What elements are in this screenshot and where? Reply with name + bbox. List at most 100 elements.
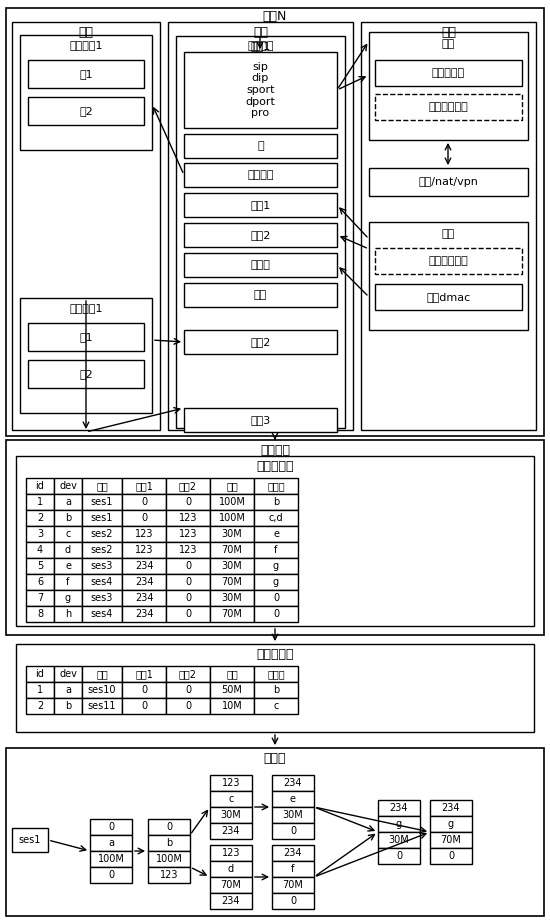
- Text: e: e: [65, 561, 71, 571]
- Bar: [210, 478, 254, 494]
- Text: 30M: 30M: [222, 529, 243, 539]
- Bar: [122, 494, 166, 510]
- Bar: [254, 606, 298, 622]
- Bar: [430, 848, 472, 864]
- Bar: [90, 835, 132, 851]
- Text: 234: 234: [135, 561, 153, 571]
- Text: ses1: ses1: [91, 497, 113, 507]
- Bar: [26, 558, 54, 574]
- Text: 全部会话: 全部会话: [248, 41, 274, 51]
- Text: c: c: [65, 529, 71, 539]
- Text: 234: 234: [442, 803, 460, 813]
- Text: 30M: 30M: [283, 810, 304, 820]
- Bar: [82, 606, 122, 622]
- Text: 会话: 会话: [253, 26, 268, 39]
- Text: 100M: 100M: [156, 854, 183, 864]
- Bar: [54, 574, 82, 590]
- Text: 0: 0: [141, 497, 147, 507]
- Bar: [210, 877, 252, 893]
- Bar: [122, 558, 166, 574]
- Bar: [28, 97, 144, 125]
- Text: 活动会话1: 活动会话1: [69, 303, 103, 313]
- Bar: [26, 478, 54, 494]
- Text: 30M: 30M: [221, 810, 241, 820]
- Bar: [375, 94, 522, 120]
- Bar: [254, 682, 298, 698]
- Bar: [20, 298, 152, 413]
- Text: ses1: ses1: [91, 513, 113, 523]
- Bar: [254, 558, 298, 574]
- Bar: [430, 816, 472, 832]
- Text: 路由/nat/vpn: 路由/nat/vpn: [419, 177, 478, 187]
- Text: 1: 1: [37, 685, 43, 695]
- Bar: [272, 893, 314, 909]
- Text: dev: dev: [59, 481, 77, 491]
- Text: 提取dmac: 提取dmac: [426, 292, 471, 302]
- Text: ses10: ses10: [88, 685, 116, 695]
- Text: 2: 2: [37, 701, 43, 711]
- Bar: [26, 590, 54, 606]
- Bar: [82, 558, 122, 574]
- Bar: [122, 590, 166, 606]
- Text: 70M: 70M: [221, 880, 241, 890]
- Bar: [369, 222, 528, 330]
- Text: 点2: 点2: [79, 106, 93, 116]
- Bar: [272, 877, 314, 893]
- Bar: [272, 823, 314, 839]
- Bar: [184, 408, 337, 432]
- Text: 3: 3: [37, 529, 43, 539]
- Bar: [430, 800, 472, 816]
- Bar: [184, 223, 337, 247]
- Text: 0: 0: [273, 593, 279, 603]
- Text: d: d: [65, 545, 71, 555]
- Bar: [82, 494, 122, 510]
- Text: 点2: 点2: [79, 369, 93, 379]
- Bar: [166, 666, 210, 682]
- Text: 0: 0: [141, 513, 147, 523]
- Bar: [378, 800, 420, 816]
- Text: 234: 234: [135, 593, 153, 603]
- Bar: [166, 542, 210, 558]
- Bar: [184, 134, 337, 158]
- Bar: [210, 574, 254, 590]
- Text: f: f: [274, 545, 278, 555]
- Text: 点1: 点1: [79, 69, 93, 79]
- Bar: [184, 163, 337, 187]
- Text: 234: 234: [222, 896, 240, 906]
- Bar: [430, 832, 472, 848]
- Bar: [54, 682, 82, 698]
- Text: 会话1: 会话1: [250, 41, 271, 51]
- Bar: [26, 698, 54, 714]
- Bar: [210, 510, 254, 526]
- Bar: [166, 574, 210, 590]
- Text: 234: 234: [284, 848, 302, 858]
- Text: 会话2: 会话2: [250, 337, 271, 347]
- Bar: [26, 542, 54, 558]
- Text: 123: 123: [222, 848, 240, 858]
- Text: ses11: ses11: [88, 701, 116, 711]
- Text: 接收: 接收: [442, 39, 455, 49]
- Bar: [166, 558, 210, 574]
- Text: e: e: [290, 794, 296, 804]
- Bar: [272, 775, 314, 791]
- Text: 历史数据库: 历史数据库: [256, 647, 294, 660]
- Bar: [210, 590, 254, 606]
- Bar: [369, 168, 528, 196]
- Text: 123: 123: [135, 545, 153, 555]
- Text: d: d: [228, 864, 234, 874]
- Bar: [148, 819, 190, 835]
- Bar: [6, 440, 544, 635]
- Text: 0: 0: [185, 701, 191, 711]
- Text: 234: 234: [135, 577, 153, 587]
- Text: 下一组: 下一组: [267, 481, 285, 491]
- Bar: [148, 835, 190, 851]
- Text: ses3: ses3: [91, 593, 113, 603]
- Bar: [166, 494, 210, 510]
- Text: 提取五元组: 提取五元组: [432, 68, 465, 78]
- Text: 100M: 100M: [218, 497, 245, 507]
- Text: 123: 123: [179, 529, 197, 539]
- Bar: [166, 682, 210, 698]
- Bar: [168, 22, 353, 430]
- Bar: [166, 526, 210, 542]
- Bar: [210, 845, 252, 861]
